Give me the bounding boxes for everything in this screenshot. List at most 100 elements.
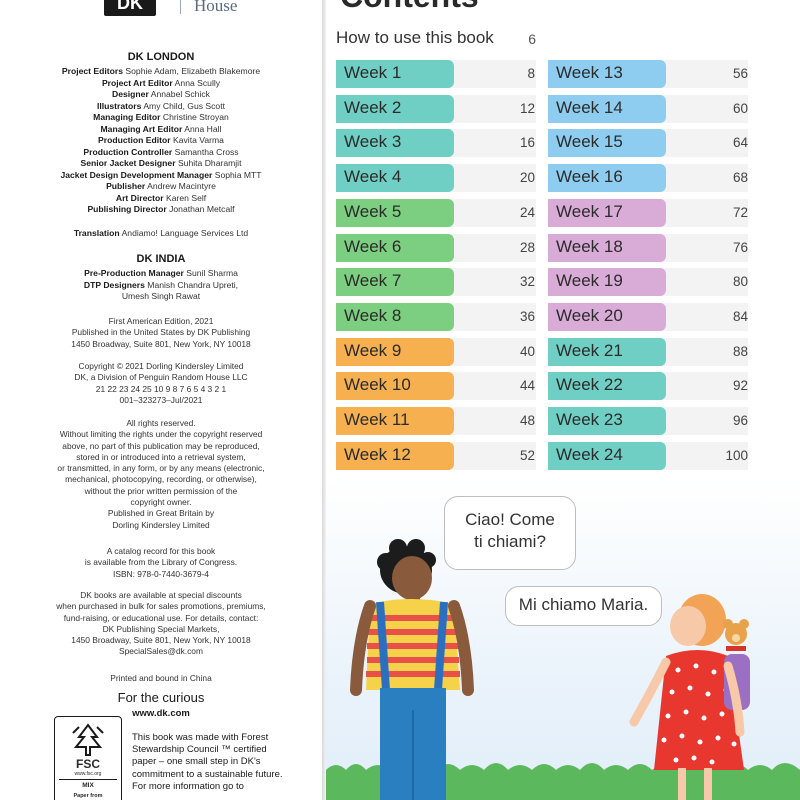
- rights-info: All rights reserved. Without limiting the…: [20, 418, 302, 531]
- fsc-divider: [59, 779, 117, 780]
- week-entry[interactable]: Week 1 8: [336, 60, 536, 88]
- text-line: First American Edition, 2021: [108, 316, 214, 326]
- credit-name: Sophie Adam, Elizabeth Blakemore: [123, 66, 261, 76]
- credit-role: Project Art Editor: [101, 77, 173, 88]
- week-label: Week 5: [344, 201, 402, 221]
- week-entry[interactable]: Week 9 40: [336, 337, 536, 366]
- week-entry[interactable]: Week 14 60: [548, 94, 748, 123]
- credit-name: Andiamo! Language Services Ltd: [119, 228, 249, 238]
- week-color-tab: [548, 441, 666, 470]
- week-label: Week 12: [344, 444, 411, 464]
- text-line: Dorling Kindersley Limited: [112, 519, 210, 530]
- week-entry[interactable]: Week 8 36: [336, 302, 536, 331]
- illustration-scene: [326, 539, 800, 800]
- text-line: SpecialSales@dk.com: [119, 646, 203, 657]
- text-line: copyright owner.: [130, 497, 192, 508]
- week-entry[interactable]: Week 3 16: [336, 129, 536, 158]
- credit-role: Illustrators: [96, 100, 142, 111]
- tagline: For the curious: [117, 690, 205, 705]
- how-to-use-page-number: 6: [528, 31, 536, 47]
- week-page-number: 20: [519, 170, 535, 186]
- week-color-tab: [336, 129, 454, 158]
- week-entry[interactable]: Week 19 80: [548, 268, 748, 297]
- week-label: Week 10: [344, 375, 411, 395]
- week-entry[interactable]: Week 17 72: [548, 198, 748, 227]
- week-entry[interactable]: Week 5 24: [336, 198, 536, 227]
- london-credit-line: Designer Annabel Schick: [0, 89, 322, 101]
- week-page-number: 44: [519, 378, 535, 394]
- week-label: Week 19: [556, 271, 623, 291]
- week-label: Week 16: [556, 167, 623, 187]
- week-color-tab: [336, 337, 454, 366]
- week-label: Week 21: [556, 340, 623, 360]
- week-color-tab: [548, 198, 666, 227]
- week-label: Week 9: [344, 340, 402, 360]
- week-entry[interactable]: Week 12 52: [336, 441, 536, 470]
- week-entry[interactable]: Week 21 88: [548, 337, 748, 366]
- text-line: Published in Great Britain by: [107, 508, 215, 519]
- week-entry[interactable]: Week 20 84: [548, 302, 748, 331]
- text-line: DK books are available at special discou…: [80, 590, 242, 600]
- credit-name: Andrew Macintyre: [145, 181, 216, 191]
- dk-london-heading: DK LONDON: [127, 51, 195, 63]
- london-credit-line: Production Editor Kavita Varma: [0, 135, 322, 147]
- girl-dialogue: Mi chiamo Maria.: [518, 595, 649, 614]
- website-link[interactable]: www.dk.com: [132, 708, 190, 719]
- week-entry[interactable]: Week 18 76: [548, 233, 748, 262]
- week-entry[interactable]: Week 22 92: [548, 372, 748, 401]
- week-entry[interactable]: Week 23 96: [548, 407, 748, 435]
- credit-name: Christine Stroyan: [160, 112, 229, 122]
- week-label: Week 2: [344, 97, 402, 117]
- week-entry[interactable]: Week 11 48: [336, 407, 536, 435]
- week-color-tab: [548, 94, 666, 123]
- week-entry[interactable]: Week 13 56: [548, 60, 748, 88]
- week-entry[interactable]: Week 4 20: [336, 164, 536, 193]
- fsc-logo-text: FSC: [76, 757, 100, 771]
- week-label: Week 3: [344, 132, 402, 152]
- week-entry[interactable]: Week 24 100: [548, 441, 748, 470]
- week-label: Week 6: [344, 236, 402, 256]
- week-entry[interactable]: Week 15 64: [548, 129, 748, 158]
- week-page-number: 72: [732, 204, 748, 220]
- week-entry[interactable]: Week 16 68: [548, 164, 748, 193]
- printed-in: Printed and bound in China: [110, 673, 212, 683]
- credit-name: Jonathan Metcalf: [166, 204, 235, 214]
- week-entry[interactable]: Week 6 28: [336, 233, 536, 262]
- text-line: 1450 Broadway, Suite 801, New York, NY 1…: [71, 635, 251, 646]
- week-page-number: 56: [732, 66, 748, 81]
- week-entry[interactable]: Week 2 12: [336, 94, 536, 123]
- catalog-info: A catalog record for this book is availab…: [20, 546, 302, 580]
- london-credit-line: Project Editors Sophie Adam, Elizabeth B…: [0, 66, 322, 78]
- india-credit-line: Pre-Production Manager Sunil Sharma: [0, 268, 322, 280]
- week-color-tab: [336, 407, 454, 435]
- london-credit-line: Publisher Andrew Macintyre: [0, 181, 322, 193]
- week-color-tab: [336, 94, 454, 123]
- week-label: Week 7: [344, 271, 402, 291]
- week-label: Week 14: [556, 97, 623, 117]
- week-page-number: 64: [732, 135, 748, 151]
- credit-name: Anna Scully: [172, 77, 221, 88]
- boy-dialogue-text: Ciao! Come ti chiami?: [465, 510, 555, 551]
- text-line: DK, a Division of Penguin Random House L…: [74, 372, 248, 383]
- edition-info: First American Edition, 2021 Published in…: [20, 316, 302, 350]
- text-line: Without limiting the rights under the co…: [59, 429, 263, 440]
- fsc-url: www.fsc.org: [74, 771, 102, 777]
- how-to-use-entry[interactable]: How to use this book: [336, 28, 494, 47]
- week-entry[interactable]: Week 7 32: [336, 268, 536, 297]
- week-page-number: 48: [519, 413, 535, 428]
- credit-role: Production Editor: [98, 135, 171, 145]
- week-color-tab: [548, 129, 666, 158]
- week-page-number: 88: [732, 343, 748, 359]
- special-sales-info: DK books are available at special discou…: [20, 590, 302, 658]
- text-line: 1450 Broadway, Suite 801, New York, NY 1…: [71, 338, 251, 349]
- week-entry[interactable]: Week 10 44: [336, 372, 536, 401]
- week-page-number: 80: [732, 274, 748, 290]
- fsc-paper-label: Paper from: [73, 793, 103, 799]
- fsc-tree-icon: [72, 723, 104, 756]
- credit-role: Project Editors: [61, 66, 124, 76]
- week-color-tab: [548, 233, 666, 262]
- week-color-tab: [548, 268, 666, 297]
- credit-role: DTP Designers: [83, 279, 145, 290]
- credit-name: Karen Self: [163, 192, 207, 203]
- text-line: Copyright © 2021 Dorling Kindersley Limi…: [78, 361, 244, 371]
